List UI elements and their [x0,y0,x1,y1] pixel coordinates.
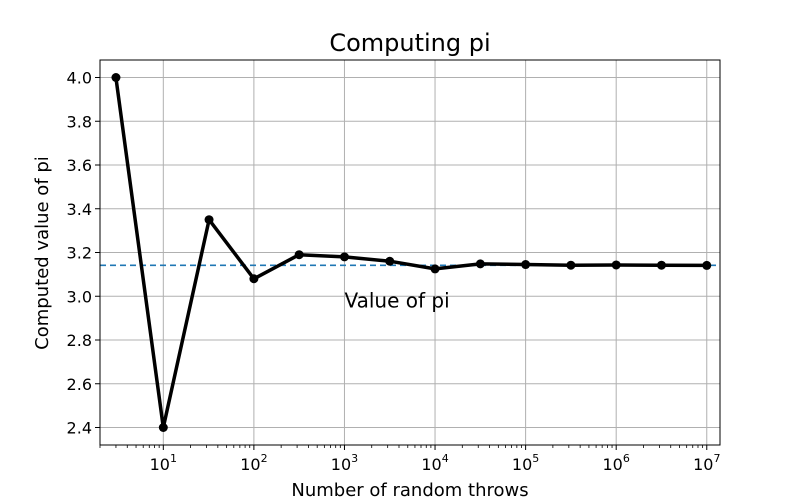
y-tick-label: 4.0 [67,69,92,88]
series-group [111,73,712,432]
data-point [385,256,395,266]
annotation-value-of-pi: Value of pi [344,289,449,313]
grid [100,60,720,445]
y-tick-label: 3.2 [67,244,92,263]
x-tick-label: 107 [693,452,720,474]
data-point [158,423,168,432]
data-point [111,73,121,82]
data-point [702,260,712,270]
y-tick-label: 2.6 [67,375,92,394]
data-point [294,250,304,260]
x-tick-label: 106 [603,452,630,474]
data-point [656,260,666,270]
data-point [204,215,214,225]
y-tick-label: 2.8 [67,331,92,350]
y-tick-label: 2.4 [67,419,92,438]
x-tick-label: 101 [150,452,177,474]
chart-title: Computing pi [329,29,490,57]
data-point [521,260,531,270]
series-line [114,77,707,430]
y-tick-label: 3.8 [67,112,92,131]
data-point [475,259,485,269]
x-tick-label: 104 [421,452,448,474]
x-axis-label: Number of random throws [291,480,528,500]
data-point [249,274,259,284]
data-point [566,260,576,270]
x-tick-label: 105 [512,452,539,474]
x-tick-label: 102 [240,452,267,474]
x-axis-ticks: 101 102 103 104 105 106 107 [99,445,720,474]
x-tick-label: 103 [331,452,358,474]
y-axis-label: Computed value of pi [32,156,53,350]
data-point [611,260,621,270]
data-point [430,264,440,274]
data-point [339,252,349,262]
y-axis-ticks: 2.4 2.6 2.8 3.0 3.2 3.4 3.6 3.8 4.0 [67,69,100,438]
y-tick-label: 3.6 [67,156,92,175]
y-tick-label: 3.4 [67,200,92,219]
y-tick-label: 3.0 [67,287,92,306]
